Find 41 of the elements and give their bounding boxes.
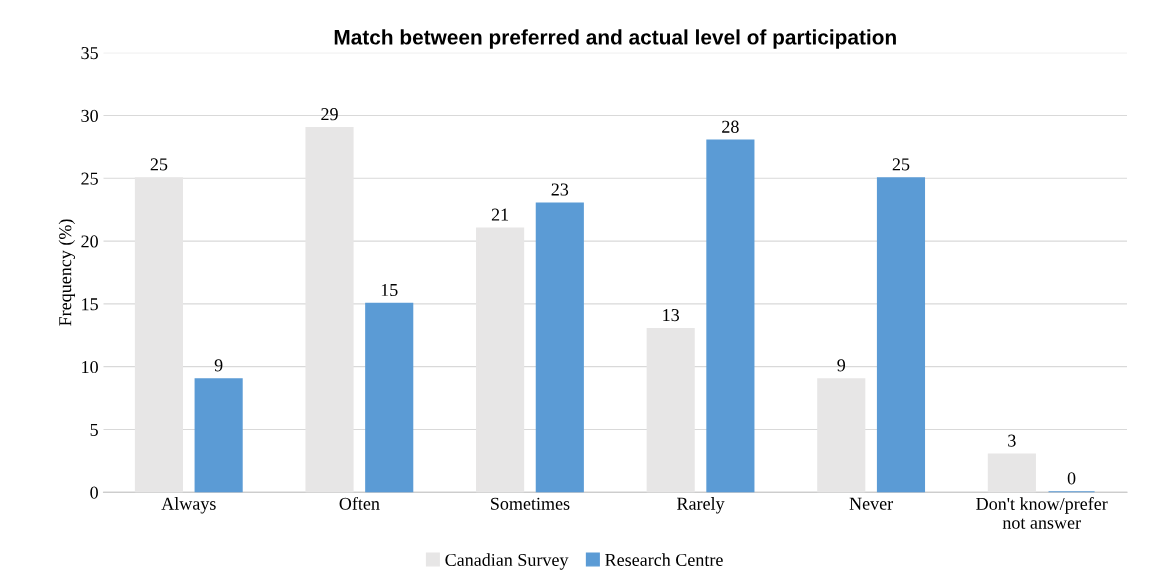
data-label: 13	[663, 309, 680, 322]
y-tick-label: 35	[81, 47, 98, 60]
bar	[194, 378, 243, 493]
chart-title: Match between preferred and actual level of participation	[334, 29, 896, 49]
bar	[987, 453, 1036, 493]
legend-label: Research Centre	[605, 553, 723, 567]
bar	[817, 378, 866, 493]
x-tick-label: Sometimes	[491, 497, 570, 510]
bar	[305, 127, 354, 493]
data-label: 28	[722, 120, 739, 133]
legend-label: Canadian Survey	[445, 553, 569, 570]
data-label: 23	[551, 183, 569, 196]
data-label: 21	[491, 208, 509, 221]
data-label: 29	[321, 108, 338, 121]
data-label: 3	[1008, 434, 1016, 447]
data-label: 15	[381, 283, 398, 297]
bar	[646, 327, 695, 493]
x-tick-label: Always	[161, 497, 216, 514]
data-label: 25	[892, 158, 910, 171]
bar	[134, 177, 184, 493]
data-label: 9	[214, 359, 223, 372]
x-tick-label: Never	[849, 497, 894, 510]
bar	[876, 177, 926, 493]
y-tick-label: 20	[81, 235, 98, 248]
y-tick-label: 5	[90, 423, 98, 436]
y-tick-label: 15	[82, 298, 98, 311]
y-axis-title: Frequency (%)	[58, 219, 76, 326]
data-label: 0	[1067, 472, 1076, 485]
data-label: 9	[837, 359, 846, 372]
bar	[535, 202, 584, 493]
bar	[365, 302, 414, 493]
y-tick-label: 0	[90, 486, 98, 499]
y-tick-label: 10	[82, 360, 98, 374]
x-tick-label: Often	[339, 496, 380, 510]
bar	[706, 139, 755, 493]
y-tick-label: 25	[81, 172, 98, 185]
y-tick-label: 30	[81, 109, 98, 122]
data-label: 25	[150, 158, 168, 171]
bar	[476, 227, 525, 493]
x-tick-label: Rarely	[677, 497, 725, 514]
x-tick-label: Don't know/prefer not answer	[976, 497, 1108, 529]
